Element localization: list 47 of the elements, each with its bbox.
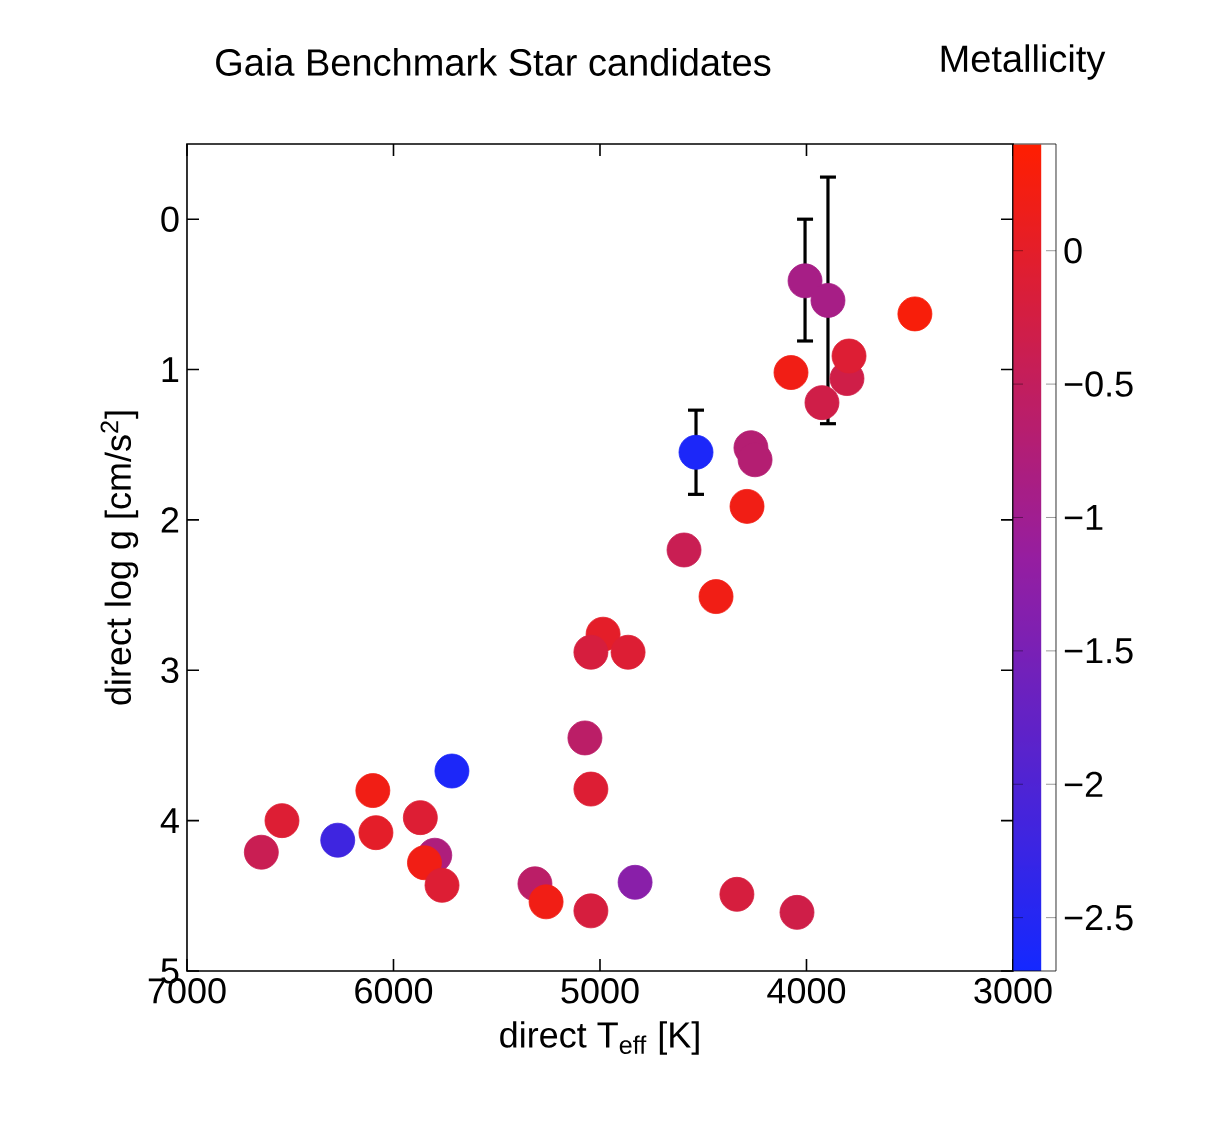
point — [355, 773, 391, 808]
point — [666, 532, 702, 568]
point — [424, 867, 460, 903]
point — [434, 753, 470, 789]
point — [897, 296, 933, 332]
x-tick-label: 3000 — [974, 978, 1052, 1004]
color-bar-label: −2 — [1064, 771, 1103, 797]
color-bar-label: −0.5 — [1064, 371, 1133, 397]
point — [617, 864, 653, 900]
point — [678, 434, 714, 470]
x-tick-label: 6000 — [355, 978, 433, 1004]
point — [779, 894, 815, 930]
point — [573, 771, 609, 807]
x-axis-title: direct T$_{eff}$ [K] — [500, 1021, 699, 1055]
point — [320, 822, 356, 858]
color-bar-label: −1.5 — [1064, 638, 1133, 664]
point — [573, 634, 609, 670]
point — [787, 263, 823, 299]
x-tick-label: 4000 — [767, 978, 846, 1004]
color-bar-label: −1 — [1064, 505, 1103, 530]
point — [719, 876, 755, 912]
point — [804, 385, 840, 421]
y-axis-title: direct log g [cm/s$^{2}$] — [100, 411, 139, 705]
color-bar-label: −2.5 — [1064, 904, 1133, 931]
point — [567, 720, 603, 756]
y-tick-label: 3 — [161, 657, 179, 684]
y-tick-label: 4 — [160, 808, 179, 834]
point — [243, 834, 279, 870]
point — [729, 488, 765, 524]
y-tick-label: 1 — [162, 357, 179, 382]
color-bar-label: 0 — [1064, 237, 1082, 264]
point — [810, 282, 846, 318]
point — [358, 815, 394, 851]
point — [610, 634, 646, 670]
point — [773, 355, 809, 390]
y-tick-label: 2 — [161, 507, 179, 533]
y-tick-label: 0 — [161, 206, 179, 232]
point — [407, 845, 442, 881]
point — [698, 579, 734, 615]
point — [831, 338, 867, 374]
point — [573, 893, 609, 929]
color-bar-title: Metallicity — [941, 44, 1106, 80]
point — [528, 884, 564, 920]
chart-title: Gaia Benchmark Star candidates — [216, 48, 771, 76]
point — [402, 800, 438, 836]
point — [264, 803, 300, 839]
x-tick-label: 5000 — [561, 978, 639, 1004]
